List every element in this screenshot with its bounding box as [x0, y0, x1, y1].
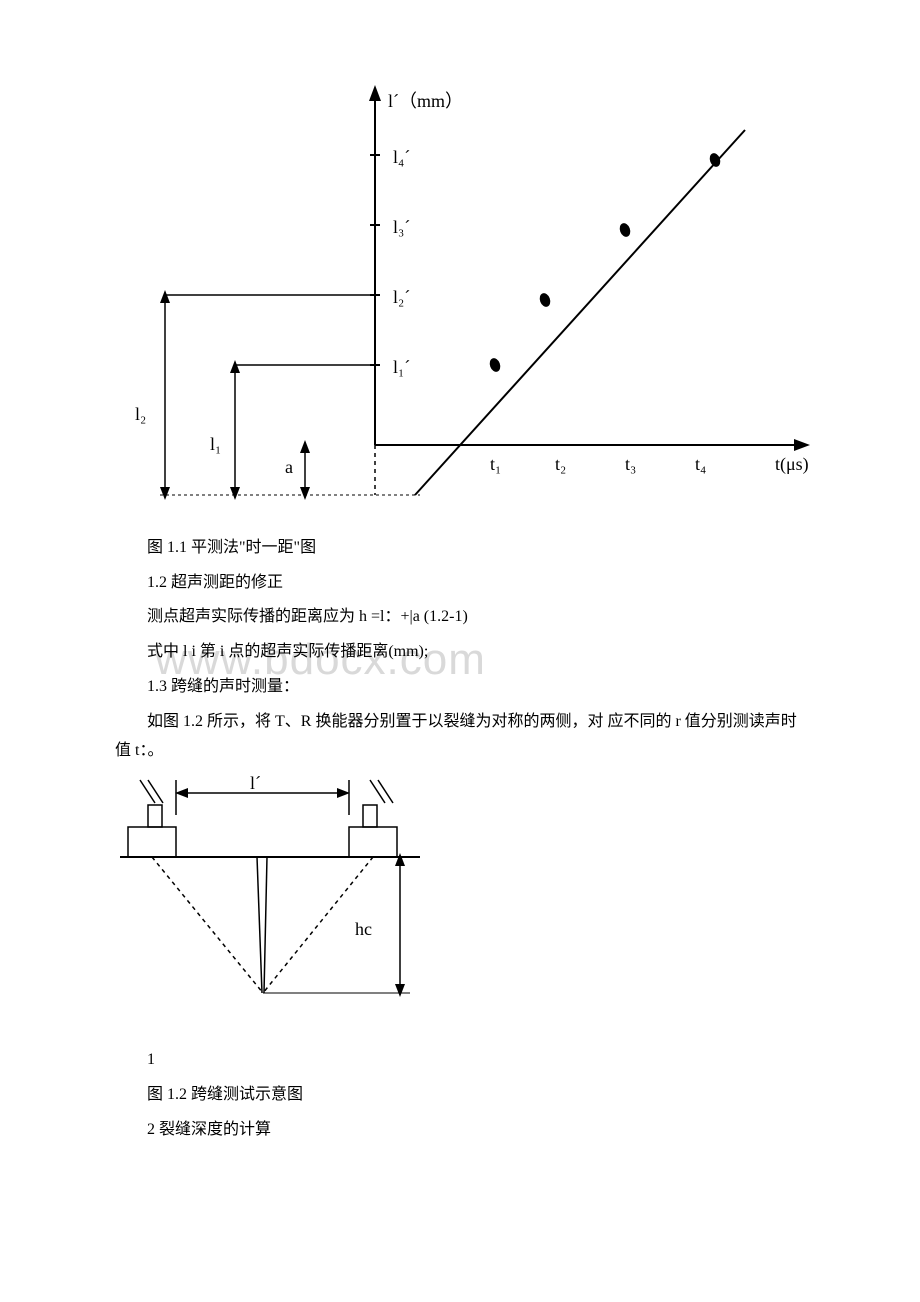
svg-text:a: a [285, 457, 293, 477]
figure-1-caption: 图 1.1 平测法"时一距"图 [115, 534, 805, 563]
svg-text:l´: l´ [250, 775, 261, 793]
svg-text:hc: hc [355, 919, 372, 939]
svg-text:t₂: t₂ [555, 454, 566, 474]
section-2-title: 2 裂缝深度的计算 [115, 1116, 805, 1145]
figure-2-caption: 图 1.2 跨缝测试示意图 [115, 1081, 805, 1110]
section-1-3-para: 如图 1.2 所示，将 T、R 换能器分别置于以裂缝为对称的两侧，对 应不同的 … [115, 708, 805, 766]
svg-text:l₄´: l₄´ [393, 147, 410, 167]
figure-1-chart: l´（mm） l₄´ l₃´ l₂´ l₁´ t₁ t₂ t₃ t₄ t(μs)… [125, 75, 825, 505]
svg-text:t₄: t₄ [695, 454, 706, 474]
figure-2-bottom-label: 1 [115, 1046, 805, 1075]
svg-text:l₁´: l₁´ [393, 357, 410, 377]
figure-2-container: l´ hc [120, 775, 805, 1036]
svg-text:l₃´: l₃´ [393, 217, 410, 237]
figure-1-container: l´（mm） l₄´ l₃´ l₂´ l₁´ t₁ t₂ t₃ t₄ t(μs)… [125, 75, 805, 516]
section-1-2-line1: 测点超声实际传播的距离应为 h =l：+|a (1.2-1) [115, 603, 805, 632]
svg-text:l₁: l₁ [210, 434, 221, 454]
figure-2-diagram: l´ hc [120, 775, 440, 1025]
section-1-2-title: 1.2 超声测距的修正 [115, 569, 805, 598]
svg-text:t₃: t₃ [625, 454, 636, 474]
section-1-3-title: 1.3 跨缝的声时测量： [115, 673, 805, 702]
svg-text:t₁: t₁ [490, 454, 501, 474]
svg-text:l₂´: l₂´ [393, 287, 410, 307]
svg-text:l₂: l₂ [135, 404, 146, 424]
svg-text:t(μs): t(μs) [775, 454, 809, 475]
section-1-2-line2: 式中 l i 第 i 点的超声实际传播距离(mm); [115, 638, 805, 667]
svg-text:l´（mm）: l´（mm） [388, 91, 463, 111]
